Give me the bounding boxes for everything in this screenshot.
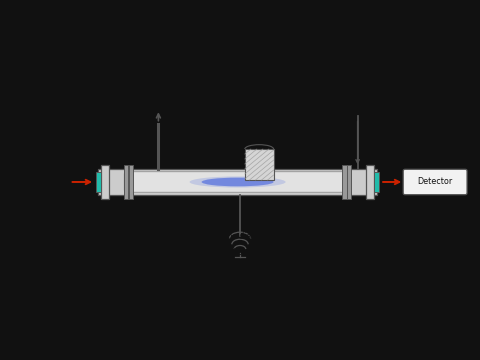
- Bar: [124, 165, 128, 199]
- FancyBboxPatch shape: [403, 169, 467, 195]
- Text: He/Ar/H₂: He/Ar/H₂: [360, 105, 396, 114]
- Bar: [245, 149, 274, 180]
- Bar: [129, 165, 133, 199]
- Text: SA-CRDS apparatus: SA-CRDS apparatus: [17, 35, 195, 53]
- Text: • CRDS – Cavity Ring Down Spectroscopy: • CRDS – Cavity Ring Down Spectroscopy: [26, 57, 229, 67]
- FancyBboxPatch shape: [124, 172, 351, 192]
- Text: –  Discharge tube diameter– 1.5 cm: – Discharge tube diameter– 1.5 cm: [170, 231, 307, 240]
- Ellipse shape: [202, 177, 274, 186]
- Bar: [96, 172, 101, 192]
- Bar: [342, 165, 347, 199]
- Text: Pulsed
RF: Pulsed RF: [200, 234, 228, 253]
- Text: –  Pressure ~ 200 – 1500 Pa: – Pressure ~ 200 – 1500 Pa: [170, 265, 277, 274]
- Bar: [347, 165, 351, 199]
- Bar: [101, 165, 109, 199]
- Text: –  He buffer gas flow ~ 400 – 1600 sccm: – He buffer gas flow ~ 400 – 1600 sccm: [170, 248, 325, 257]
- Text: Pumping: Pumping: [140, 96, 177, 105]
- Text: Detector: Detector: [418, 177, 453, 186]
- Text: LN₂: LN₂: [263, 139, 277, 148]
- Bar: [374, 172, 379, 192]
- Bar: [366, 165, 374, 199]
- Text: –  Temperature range ~ 77 – 300 K: – Temperature range ~ 77 – 300 K: [170, 282, 304, 291]
- Bar: [98, 169, 377, 195]
- Text: Laser: Laser: [12, 173, 36, 182]
- Text: Highly reflective mirror: Highly reflective mirror: [7, 237, 96, 246]
- Text: • SA – Stationary Afterglow: • SA – Stationary Afterglow: [26, 73, 159, 83]
- Ellipse shape: [190, 176, 286, 188]
